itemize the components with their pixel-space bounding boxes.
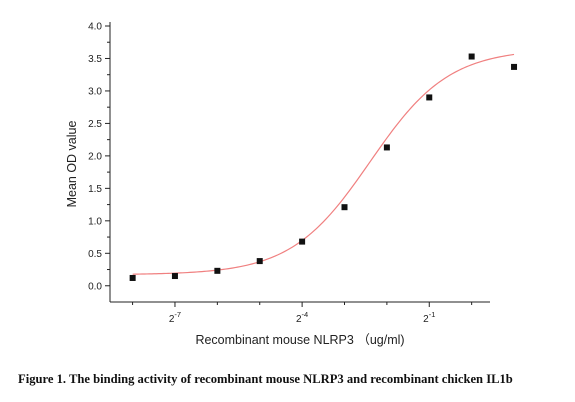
x-tick-label: 2-1 bbox=[423, 310, 435, 325]
figure-caption: Figure 1. The binding activity of recomb… bbox=[18, 372, 513, 386]
y-tick-label: 3.0 bbox=[88, 86, 102, 97]
fit-curve-layer bbox=[132, 53, 515, 275]
y-axis-title: Mean OD value bbox=[65, 121, 79, 208]
y-tick-label: 2.0 bbox=[88, 151, 102, 162]
y-tick-label: 0.5 bbox=[88, 249, 102, 260]
y-tick-label: 4.0 bbox=[88, 22, 102, 33]
data-point bbox=[511, 63, 518, 70]
axes: 0.0 0.5 1.0 1.5 2.0 2.5 3.0 3.5 4.0 2-7 2-4 2-1 bbox=[88, 22, 490, 325]
y-tick-label: 1.5 bbox=[88, 184, 102, 195]
data-point bbox=[383, 144, 390, 151]
data-point bbox=[171, 273, 178, 280]
data-point bbox=[129, 274, 136, 281]
x-axis-title: Recombinant mouse NLRP3 （ug/ml) bbox=[195, 333, 404, 347]
data-point bbox=[299, 238, 306, 245]
y-tick-label: 0.0 bbox=[88, 281, 102, 292]
data-point bbox=[214, 267, 221, 274]
y-tick-label: 2.5 bbox=[88, 119, 102, 130]
data-point bbox=[468, 53, 475, 60]
data-points-layer bbox=[129, 53, 518, 281]
fit-curve bbox=[132, 53, 515, 275]
y-tick-label: 1.0 bbox=[88, 216, 102, 227]
data-point bbox=[341, 204, 348, 211]
x-tick-label: 2-7 bbox=[169, 310, 181, 325]
y-tick-label: 3.5 bbox=[88, 54, 102, 65]
x-tick-label: 2-4 bbox=[296, 310, 308, 325]
data-point bbox=[256, 258, 263, 265]
data-point bbox=[426, 94, 433, 101]
